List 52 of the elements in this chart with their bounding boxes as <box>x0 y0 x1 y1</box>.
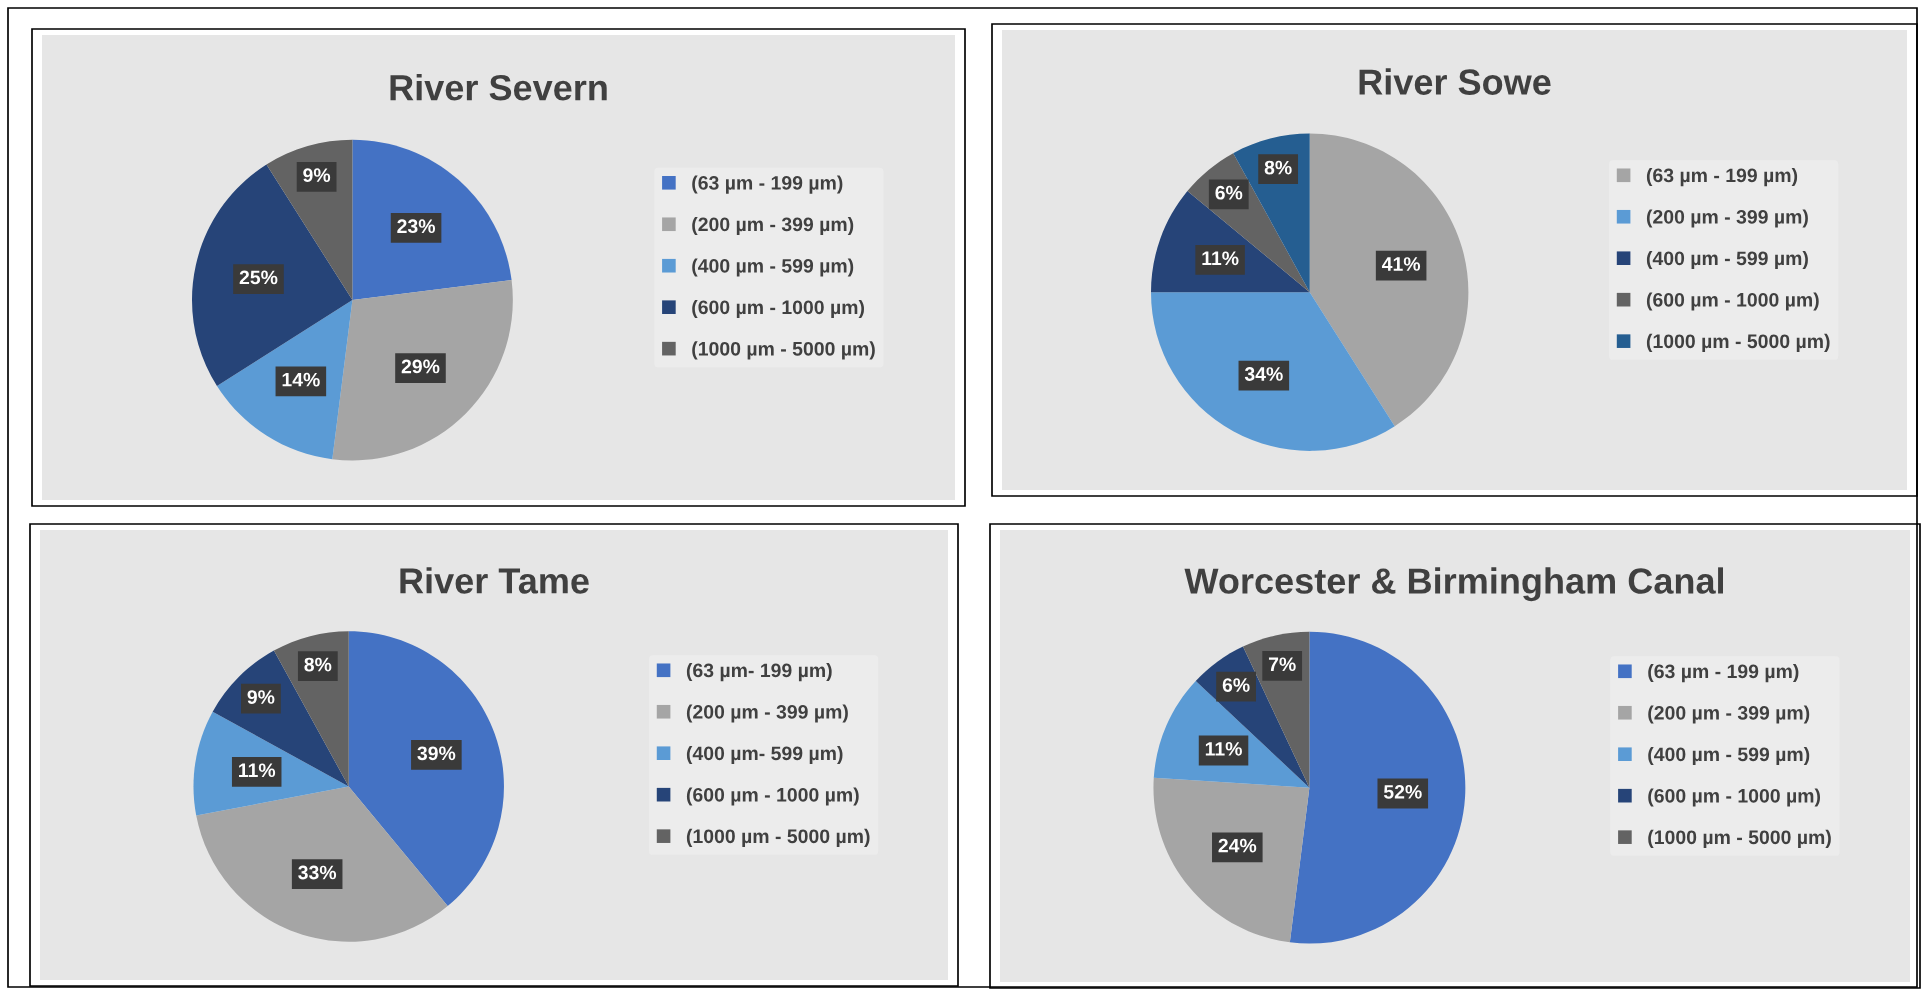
legend-label: (600 µm - 1000 µm) <box>1646 292 1819 311</box>
legend-label: (63 µm- 199 µm) <box>686 663 832 682</box>
legend-label: (200 µm - 399 µm) <box>692 216 854 236</box>
data-label: 11% <box>1205 741 1242 756</box>
data-label: 9% <box>303 168 331 183</box>
data-label: 11% <box>1202 251 1239 266</box>
data-label: 11% <box>239 763 276 778</box>
pie-slice <box>332 279 513 461</box>
data-label: 23% <box>397 219 436 234</box>
pie-slice <box>192 164 353 387</box>
data-label: 34% <box>1244 367 1283 381</box>
data-label: 25% <box>239 270 278 285</box>
pie-slice <box>1309 133 1469 427</box>
pie-slice <box>1151 292 1395 451</box>
data-label: 41% <box>1381 257 1421 271</box>
data-label: 9% <box>247 690 275 704</box>
data-label: 14% <box>282 372 320 387</box>
pie-slice <box>196 786 448 942</box>
data-label: 8% <box>1264 160 1292 175</box>
chart-title: Worcester & Birmingham Canal <box>1184 567 1724 602</box>
legend-label: (400 µm - 599 µm) <box>1646 250 1808 270</box>
data-label: 33% <box>298 865 337 880</box>
legend-label: (200 µm - 399 µm) <box>1648 705 1810 724</box>
legend-label: (63 µm - 199 µm) <box>1648 664 1799 683</box>
legend-label: (63 µm - 199 µm) <box>692 175 843 194</box>
legend-label: (600 µm - 1000 µm) <box>692 299 864 319</box>
data-label: 39% <box>417 746 456 761</box>
legend-label: (1000 µm - 5000 µm) <box>692 341 875 360</box>
chart-title: River Sowe <box>1359 68 1551 95</box>
chart-title: River Tame <box>400 567 589 594</box>
legend-label: (63 µm - 199 µm) <box>1646 168 1798 187</box>
chart-title: River Severn <box>390 73 607 101</box>
legend-label: (1000 µm - 5000 µm) <box>1646 333 1830 352</box>
legend-label: (600 µm - 1000 µm) <box>686 787 859 806</box>
data-label: 52% <box>1383 784 1422 799</box>
data-label: 8% <box>304 657 332 672</box>
legend-label: (1000 µm - 5000 µm) <box>686 828 870 847</box>
pie-slice <box>352 139 512 301</box>
pie-slice <box>348 631 504 907</box>
legend-label: (400 µm- 599 µm) <box>686 745 843 765</box>
legend-label: (400 µm - 599 µm) <box>692 258 854 277</box>
legend-label: (400 µm - 599 µm) <box>1648 746 1810 766</box>
legend-label: (1000 µm - 5000 µm) <box>1648 829 1831 848</box>
data-label: 6% <box>1215 185 1243 200</box>
data-label: 6% <box>1222 678 1250 692</box>
data-label: 7% <box>1268 657 1296 672</box>
legend-label: (600 µm - 1000 µm) <box>1648 788 1821 807</box>
legend-label: (200 µm - 399 µm) <box>686 704 848 723</box>
data-label: 29% <box>401 359 440 374</box>
pie-slice <box>1153 777 1310 943</box>
data-label: 24% <box>1218 838 1257 853</box>
legend-label: (200 µm - 399 µm) <box>1646 209 1808 228</box>
